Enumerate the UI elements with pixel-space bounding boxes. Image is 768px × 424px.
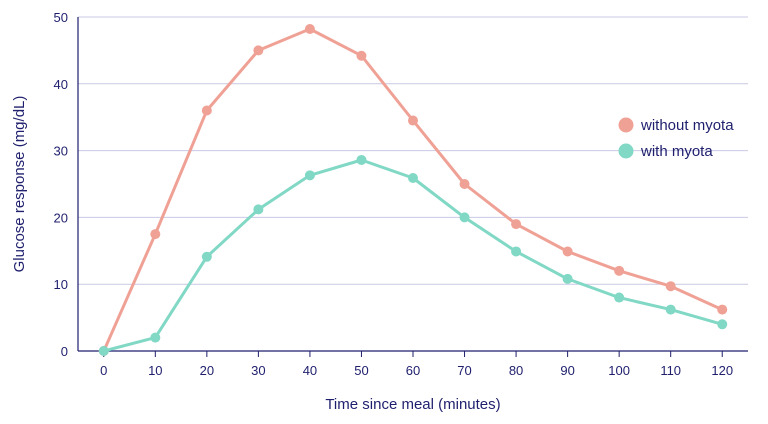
data-point <box>408 115 418 126</box>
data-point <box>356 50 367 61</box>
legend-marker <box>618 143 634 159</box>
data-point <box>614 265 625 276</box>
x-tick-label: 30 <box>251 363 265 378</box>
y-tick-label: 0 <box>61 344 68 359</box>
data-point <box>459 179 470 189</box>
data-point <box>253 45 264 56</box>
series-0 <box>98 24 728 356</box>
x-tick-label: 10 <box>148 363 162 378</box>
data-point <box>304 24 315 35</box>
tick-labels: 0 10 20 30 40 50 0 10 20 30 40 50 60 70 80 90 100 110 120 <box>54 10 734 378</box>
data-point <box>356 154 367 165</box>
x-tick-label: 60 <box>406 363 420 378</box>
x-tick-label: 20 <box>200 363 214 378</box>
y-tick-label: 50 <box>54 10 68 25</box>
series-line <box>102 27 724 353</box>
data-point <box>304 170 315 181</box>
data-point <box>98 346 109 356</box>
data-point <box>562 246 573 257</box>
data-point <box>717 319 728 330</box>
series-group <box>98 24 728 356</box>
y-tick-label: 30 <box>54 144 68 159</box>
axes <box>77 17 748 357</box>
x-tick-label: 120 <box>711 363 733 378</box>
y-tick-label: 10 <box>54 277 68 292</box>
data-point <box>614 292 625 303</box>
data-point <box>717 304 728 315</box>
data-point <box>253 204 264 215</box>
data-point <box>511 246 522 257</box>
legend-label: without myota <box>640 117 734 134</box>
data-point <box>459 212 470 223</box>
y-axis-title: Glucose response (mg/dL) <box>11 96 28 273</box>
data-point <box>201 251 212 262</box>
x-tick-label: 110 <box>660 363 681 378</box>
series-line <box>102 158 724 353</box>
data-point <box>150 229 161 240</box>
legend-marker <box>618 117 634 133</box>
x-tick-label: 100 <box>608 363 630 378</box>
series-1 <box>98 154 728 356</box>
x-tick-label: 0 <box>100 363 107 378</box>
data-point <box>665 304 676 315</box>
x-tick-label: 80 <box>509 363 523 378</box>
legend-item: with myota <box>618 143 713 160</box>
data-point <box>562 273 573 284</box>
data-point <box>150 332 161 343</box>
legend: without myota with myota <box>618 117 734 160</box>
y-tick-label: 40 <box>54 77 68 92</box>
data-point <box>665 281 676 292</box>
x-tick-label: 50 <box>354 363 368 378</box>
y-tick-label: 20 <box>54 210 68 225</box>
data-point <box>511 219 522 230</box>
data-point <box>201 105 212 116</box>
legend-item: without myota <box>618 117 734 134</box>
x-tick-label: 90 <box>560 363 574 378</box>
x-tick-label: 70 <box>457 363 471 378</box>
x-tick-label: 40 <box>303 363 317 378</box>
legend-label: with myota <box>640 143 713 160</box>
x-axis-title: Time since meal (minutes) <box>325 396 500 413</box>
data-point <box>408 172 418 183</box>
